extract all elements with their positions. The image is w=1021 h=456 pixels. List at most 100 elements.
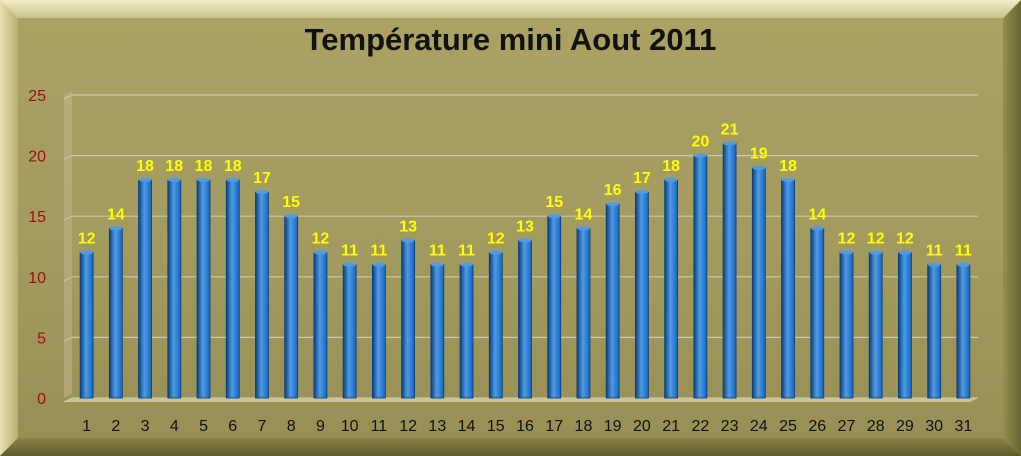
data-label: 15	[545, 194, 563, 211]
data-label: 12	[867, 231, 885, 248]
bar	[927, 264, 942, 399]
bar-top	[80, 250, 94, 255]
x-tick-label: 19	[604, 418, 622, 435]
data-label: 11	[458, 243, 475, 260]
data-label: 11	[955, 243, 972, 260]
bar-top	[518, 238, 532, 243]
bar	[810, 227, 825, 399]
data-label: 11	[429, 243, 446, 260]
data-label: 16	[604, 182, 622, 199]
bar-top	[313, 250, 327, 255]
bar	[722, 143, 737, 399]
data-label: 12	[896, 231, 914, 248]
bar-top	[664, 177, 678, 182]
x-tick-label: 26	[808, 418, 826, 435]
bar-top	[752, 165, 766, 170]
data-label: 13	[399, 218, 417, 235]
frame-bevel-right	[1003, 0, 1021, 456]
data-label: 14	[808, 206, 826, 223]
bar	[255, 191, 269, 399]
x-tick-label: 9	[316, 418, 325, 435]
frame-bevel-top	[0, 0, 1021, 18]
y-tick-label: 10	[28, 270, 46, 287]
x-tick-label: 20	[633, 418, 651, 435]
bar	[605, 203, 620, 399]
bar-top	[226, 177, 240, 182]
bar	[751, 167, 766, 399]
data-label: 19	[750, 146, 768, 163]
data-label: 15	[282, 194, 300, 211]
data-label: 11	[926, 243, 943, 260]
data-label: 14	[107, 206, 125, 223]
bar	[868, 252, 883, 399]
chart-title: Température mini Aout 2011	[304, 22, 717, 57]
bar-top	[956, 262, 970, 267]
x-tick-label: 5	[199, 418, 208, 435]
bar	[576, 227, 591, 399]
bar-top	[839, 250, 853, 255]
data-label: 17	[253, 170, 271, 187]
data-label: 18	[165, 158, 183, 175]
bar-top	[138, 177, 152, 182]
x-tick-label: 31	[954, 418, 972, 435]
x-tick-label: 12	[399, 418, 417, 435]
plot-floor	[64, 398, 978, 402]
x-tick-label: 2	[111, 418, 120, 435]
bar-top	[372, 262, 386, 267]
plot-side-wall	[64, 91, 72, 398]
bar-top	[255, 189, 269, 194]
bar-top	[635, 189, 649, 194]
data-label: 11	[341, 243, 358, 260]
x-tick-label: 13	[428, 418, 446, 435]
bar-top	[401, 238, 415, 243]
x-tick-label: 1	[82, 418, 91, 435]
gridline-depth	[63, 336, 73, 342]
bar-top	[898, 250, 912, 255]
bar-top	[284, 214, 298, 219]
bar-top	[810, 226, 824, 231]
x-tick-label: 23	[721, 418, 739, 435]
bar-top	[693, 153, 707, 158]
x-tick-label: 30	[925, 418, 943, 435]
x-tick-label: 29	[896, 418, 914, 435]
bar	[898, 252, 912, 399]
bar	[547, 215, 562, 399]
x-tick-label: 18	[575, 418, 593, 435]
data-label: 12	[838, 231, 856, 248]
bar	[459, 264, 474, 399]
bar-top	[547, 214, 561, 219]
x-tick-label: 28	[867, 418, 885, 435]
y-tick-label: 25	[28, 88, 46, 105]
bar	[167, 179, 182, 399]
data-label: 17	[633, 170, 651, 187]
data-label: 18	[779, 158, 797, 175]
bar	[225, 179, 240, 399]
gridline-depth	[63, 94, 73, 100]
x-tick-label: 10	[341, 418, 359, 435]
bar-top	[606, 202, 620, 207]
x-tick-label: 21	[662, 418, 680, 435]
bar	[138, 179, 152, 399]
gridline-depth	[63, 155, 73, 161]
bar	[342, 264, 357, 399]
data-label: 18	[224, 158, 242, 175]
bar-top	[927, 262, 941, 267]
x-tick-label: 3	[141, 418, 150, 435]
chart-panel	[18, 18, 1003, 438]
x-tick-label: 14	[458, 418, 476, 435]
data-label: 20	[691, 134, 709, 151]
bar	[635, 191, 649, 399]
bar	[430, 264, 445, 399]
data-label: 13	[516, 218, 534, 235]
bar	[284, 215, 299, 399]
bar	[313, 252, 328, 399]
x-tick-label: 8	[287, 418, 296, 435]
bar-top	[109, 226, 123, 231]
data-label: 18	[662, 158, 680, 175]
data-label: 21	[721, 121, 739, 138]
bar-top	[197, 177, 211, 182]
bar	[839, 252, 854, 399]
data-label: 18	[136, 158, 154, 175]
